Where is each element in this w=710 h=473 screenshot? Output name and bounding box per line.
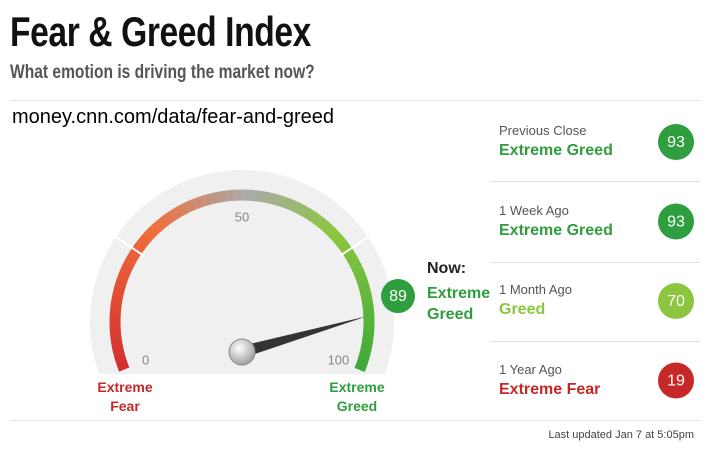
gauge-arc bbox=[350, 262, 365, 276]
gauge-arc bbox=[361, 336, 374, 348]
now-rating: Extreme Greed bbox=[427, 285, 491, 323]
gauge-arc bbox=[199, 193, 212, 207]
gauge-arc bbox=[333, 234, 348, 248]
history-badge bbox=[658, 124, 694, 160]
gauge-arc bbox=[110, 294, 124, 306]
gauge-arc bbox=[113, 352, 127, 364]
gauge-arc bbox=[362, 303, 375, 314]
divider bbox=[490, 341, 700, 342]
gauge-arc bbox=[327, 227, 342, 242]
gauge-arc bbox=[191, 196, 204, 210]
gauge-arc bbox=[224, 189, 235, 202]
gauge-arc bbox=[280, 196, 293, 210]
gauge-arc bbox=[161, 211, 176, 226]
gauge-arc bbox=[249, 189, 260, 202]
history-rating: Extreme Greed bbox=[499, 221, 613, 239]
history-rating: Greed bbox=[499, 301, 546, 318]
gauge-arc bbox=[315, 216, 330, 231]
gauge-arc bbox=[357, 352, 371, 364]
gauge-arc bbox=[359, 286, 372, 298]
needle bbox=[240, 316, 367, 358]
gauge-arc bbox=[154, 216, 169, 231]
history-label: 1 Week Ago bbox=[499, 202, 569, 218]
needle-hub bbox=[228, 338, 256, 366]
gauge-arc bbox=[137, 233, 152, 248]
divider bbox=[490, 181, 700, 182]
gauge-arc bbox=[114, 278, 128, 290]
gauge-arc bbox=[361, 295, 374, 306]
gauge-tick-label: 50 bbox=[235, 209, 249, 224]
now-label: Now: bbox=[427, 260, 467, 277]
value-badge bbox=[381, 279, 415, 313]
gauge-arc bbox=[109, 303, 122, 314]
history-value: 70 bbox=[667, 293, 685, 310]
divider bbox=[10, 100, 700, 101]
max-label: Extreme Greed bbox=[329, 379, 385, 414]
footer: Last updated Jan 7 at 5:05pm bbox=[548, 429, 694, 441]
gauge-separator bbox=[339, 236, 369, 257]
history-badge bbox=[658, 203, 694, 240]
title: Fear & Greed Index bbox=[10, 8, 311, 55]
gauge-arc bbox=[321, 222, 336, 237]
history-value: 19 bbox=[667, 373, 685, 390]
gauge-arc bbox=[123, 254, 138, 268]
history-rating: Extreme Fear bbox=[499, 380, 601, 398]
gauge-arc bbox=[288, 199, 301, 214]
subtitle: What emotion is driving the market now? bbox=[10, 62, 315, 83]
history-value: 93 bbox=[667, 214, 685, 231]
gauge-arc bbox=[109, 328, 122, 339]
gauge-arc bbox=[302, 207, 316, 222]
gauge-arc bbox=[295, 203, 309, 217]
gauge-tick-label: 100 bbox=[328, 352, 350, 367]
history-badge bbox=[658, 283, 694, 319]
url: money.cnn.com/data/fear-and-greed bbox=[12, 106, 335, 128]
divider bbox=[490, 262, 700, 263]
gauge-tick-label: 0 bbox=[142, 352, 149, 367]
history-value: 93 bbox=[667, 134, 685, 151]
gauge-arc bbox=[346, 255, 361, 269]
value-text: 89 bbox=[389, 288, 407, 305]
gauge-arc bbox=[309, 211, 323, 226]
gauge-arc bbox=[356, 278, 370, 291]
gauge-arc bbox=[216, 190, 227, 203]
gauge-arc bbox=[353, 270, 368, 283]
gauge-arc bbox=[142, 227, 157, 242]
gauge-arc bbox=[257, 190, 269, 203]
history-label: Previous Close bbox=[499, 123, 587, 138]
gauge-arc bbox=[112, 286, 125, 298]
gauge-separator bbox=[115, 236, 145, 257]
gauge-arc bbox=[362, 329, 375, 339]
gauge-arc bbox=[111, 344, 125, 356]
gauge-arc bbox=[207, 191, 219, 205]
history-label: 1 Year Ago bbox=[499, 361, 562, 377]
gauge-arc bbox=[116, 270, 131, 283]
gauge-arc bbox=[116, 359, 130, 372]
gauge-arc bbox=[119, 262, 134, 275]
gauge-arc bbox=[132, 240, 147, 255]
gauge-arc bbox=[176, 202, 189, 217]
gauge-arc bbox=[354, 360, 368, 373]
gauge-arc bbox=[359, 344, 373, 356]
gauge-arc bbox=[168, 206, 182, 221]
gauge-arc bbox=[148, 221, 163, 236]
divider bbox=[10, 420, 700, 421]
min-label: Extreme Fear bbox=[97, 379, 153, 414]
gauge-arc bbox=[273, 193, 285, 208]
gauge-arc bbox=[342, 247, 357, 262]
history-label: 1 Month Ago bbox=[499, 282, 572, 297]
history-rating: Extreme Greed bbox=[499, 142, 613, 159]
gauge-arc bbox=[265, 192, 277, 205]
gauge-arc bbox=[183, 199, 197, 213]
history-badge bbox=[658, 362, 694, 399]
gauge-arc bbox=[110, 336, 123, 347]
